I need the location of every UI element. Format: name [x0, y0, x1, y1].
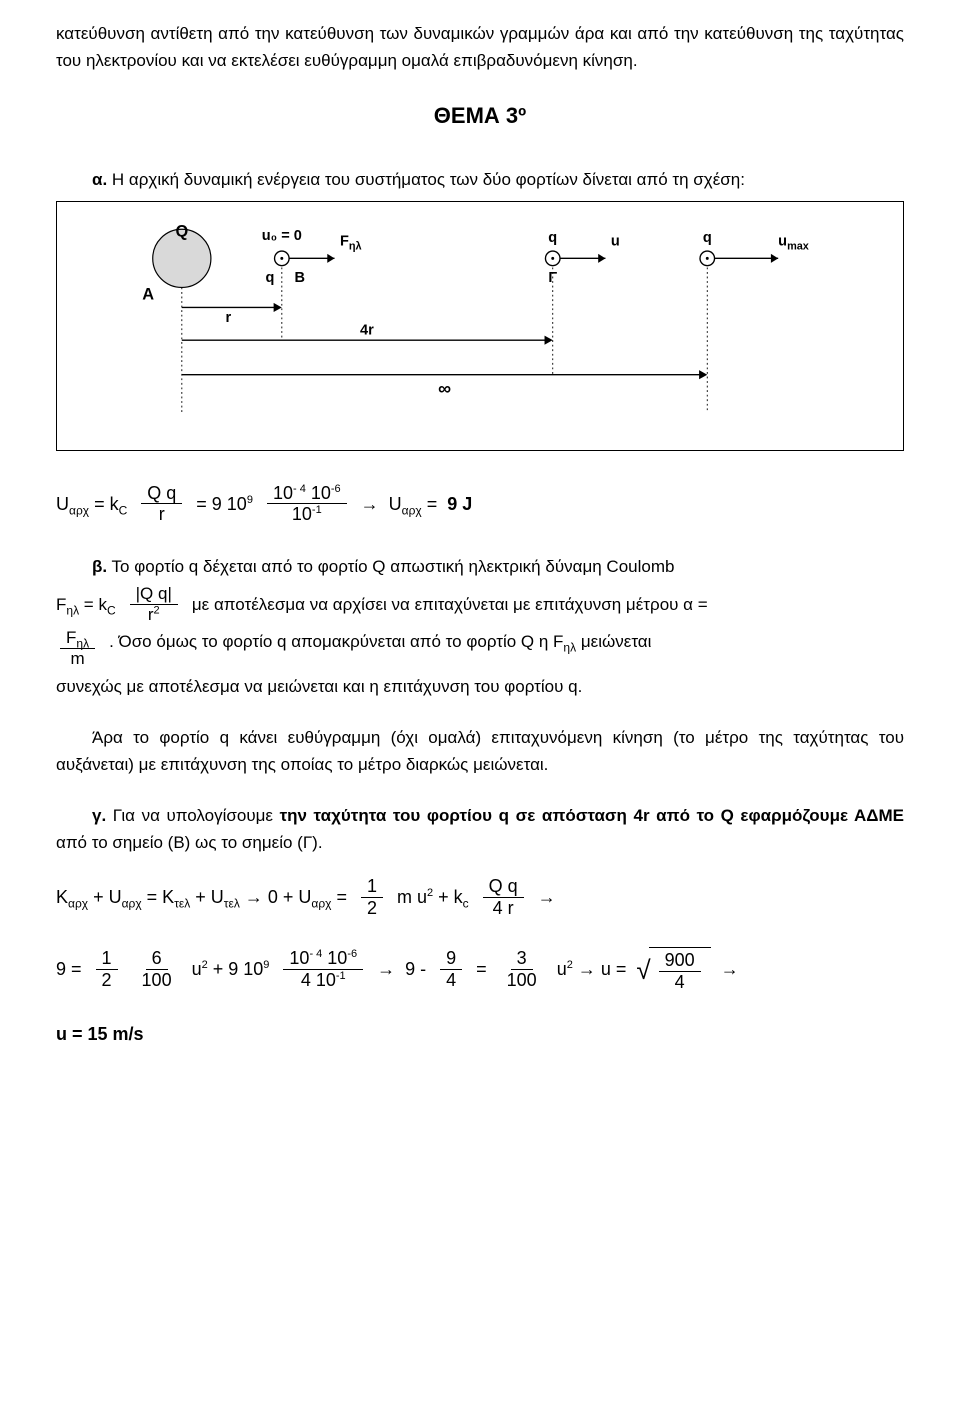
svg-text:u₀ = 0: u₀ = 0	[262, 228, 302, 244]
svg-text:Β: Β	[295, 270, 306, 286]
svg-text:q: q	[265, 270, 274, 286]
equation-initial-energy: Uαρχ = kC Q q r = 9 109 10- 4 10-6 10-1 …	[56, 483, 904, 525]
equation-adme-2: 9 = 12 6100 u2 + 9 109 10- 4 10-6 4 10-1…	[56, 947, 904, 992]
equation-adme-1: Kαρχ + Uαρχ = Kτελ + Uτελ → 0 + Uαρχ = 1…	[56, 876, 904, 918]
physics-diagram: Q Α u₀ = 0 Fηλ q Β q u Γ	[56, 201, 904, 451]
svg-text:Fηλ: Fηλ	[340, 233, 362, 252]
gamma-paragraph: γ. Για να υπολογίσουμε την ταχύτητα του …	[56, 802, 904, 856]
alpha-label: α.	[92, 170, 107, 189]
beta-eq-line-2: Fηλ m . Όσο όμως το φορτίο q απομακρύνετ…	[56, 628, 904, 668]
alpha-text: Η αρχική δυναμική ενέργεια του συστήματο…	[112, 170, 745, 189]
intro-paragraph: κατεύθυνση αντίθετη από την κατεύθυνση τ…	[56, 20, 904, 74]
theme-heading: ΘΕΜΑ 3º	[56, 98, 904, 133]
svg-text:∞: ∞	[438, 378, 451, 398]
final-answer: u = 15 m/s	[56, 1020, 904, 1049]
svg-text:umax: umax	[778, 233, 809, 252]
svg-text:Q: Q	[175, 222, 188, 240]
svg-text:Α: Α	[142, 285, 154, 303]
beta-eq-line-1: Fηλ = kC |Q q| r2 με αποτέλεσμα να αρχίσ…	[56, 584, 904, 624]
svg-text:q: q	[703, 230, 712, 246]
beta-paragraph-2: Άρα το φορτίο q κάνει ευθύγραμμη (όχι ομ…	[56, 724, 904, 778]
svg-text:4r: 4r	[360, 322, 374, 338]
gamma-label: γ.	[92, 806, 106, 825]
svg-text:u: u	[611, 233, 620, 249]
svg-text:r: r	[225, 310, 231, 326]
svg-text:q: q	[548, 230, 557, 246]
beta-label: β.	[92, 557, 107, 576]
beta-paragraph: β. Το φορτίο q δέχεται από το φορτίο Q α…	[56, 553, 904, 580]
alpha-section: α. Η αρχική δυναμική ενέργεια του συστήμ…	[56, 166, 904, 193]
beta-continuation: συνεχώς με αποτέλεσμα να μειώνεται και η…	[56, 673, 904, 700]
